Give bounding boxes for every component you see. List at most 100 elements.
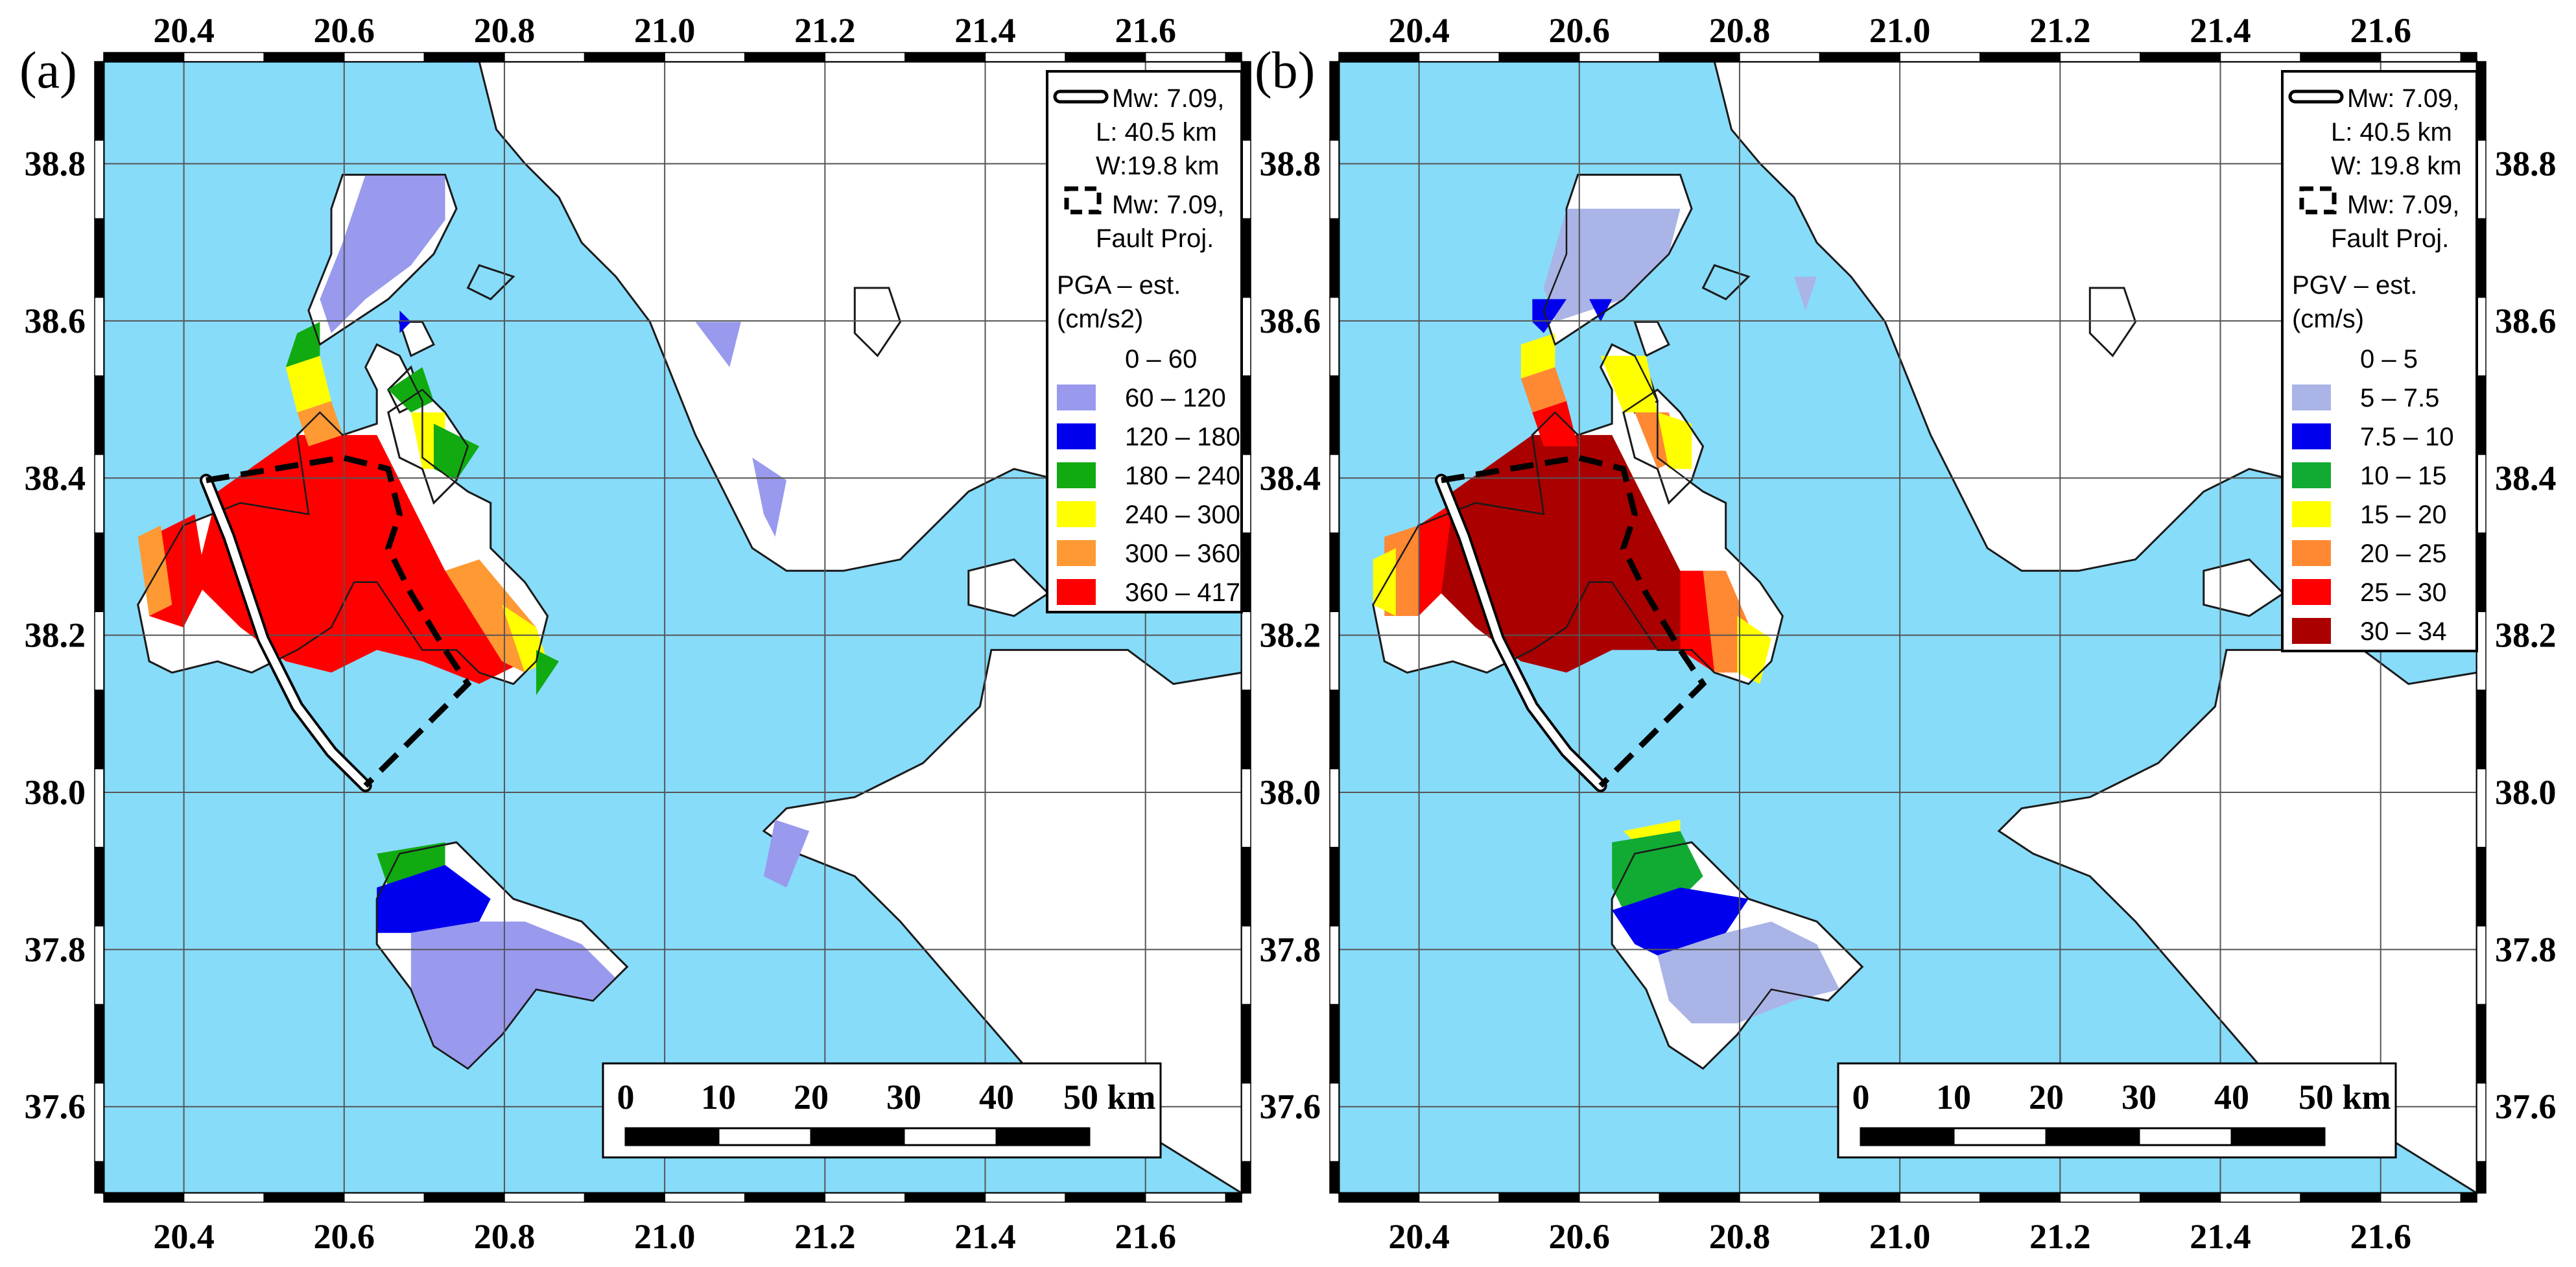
legend-proj-text: Fault Proj. (2331, 224, 2449, 253)
scale-bar-label: 20 (794, 1078, 829, 1117)
frame-tick (2476, 925, 2487, 1005)
frame-tick (1144, 52, 1227, 62)
frame-tick (2476, 532, 2487, 613)
frame-tick (2476, 375, 2487, 455)
land-area (2088, 287, 2137, 358)
frame-tick (2476, 689, 2487, 770)
frame-tick (1338, 52, 1420, 62)
hazard-zone (137, 525, 172, 616)
fault-trace (1437, 476, 1605, 790)
frame-tick (2300, 52, 2381, 62)
legend-swatch (2292, 579, 2331, 605)
lon-tick-label: 21.4 (954, 11, 1016, 50)
legend-parameter-title: (cm/s2) (1057, 305, 1143, 333)
hazard-zone (1543, 208, 1681, 322)
coastline (307, 174, 458, 346)
hazard-zone (1532, 299, 1566, 333)
frame-tick (1899, 52, 1981, 62)
frame-tick (1241, 61, 1251, 141)
scale-bar-segment (2045, 1127, 2140, 1146)
frame-tick (1418, 1192, 1500, 1203)
hazard-zone (434, 423, 480, 480)
legend-fault-text: Mw: 7.09, (2347, 84, 2459, 113)
frame-tick (423, 1192, 505, 1203)
frame-tick (1241, 1004, 1251, 1084)
frame-tick (2476, 847, 2487, 927)
frame-tick (1498, 1192, 1580, 1203)
frame-tick (2476, 296, 2487, 377)
frame-tick (1329, 454, 1340, 534)
legend-class-label: 25 – 30 (2360, 578, 2446, 607)
legend-swatch (2292, 385, 2331, 410)
hazard-zone (763, 820, 810, 888)
legend-fault-text: W:19.8 km (1096, 152, 1219, 180)
lat-tick-label: 38.0 (2495, 773, 2557, 812)
coastline (1622, 388, 1704, 504)
fault-projection-symbol (2299, 186, 2337, 215)
frame-tick (1225, 1192, 1242, 1203)
frame-tick (2059, 1192, 2141, 1203)
scale-bar-segment (2138, 1127, 2233, 1146)
hazard-zone (1794, 276, 1817, 311)
legend-parameter-title: PGV – est. (2292, 271, 2417, 300)
scale-bar-segment (1860, 1127, 1955, 1146)
legend-class-label: 60 – 120 (1125, 384, 1226, 412)
map-panel: 20.4 20.4 20.6 20.6 20.8 20.8 21.0 21.0 21.2 21.2… (19, 11, 1251, 1256)
hazard-zone (377, 842, 445, 888)
lon-tick-label: 21.2 (794, 1217, 856, 1256)
frame-tick (1241, 847, 1251, 927)
legend-class-label: 30 – 34 (2360, 617, 2446, 646)
frame-tick (2380, 1192, 2462, 1203)
lon-tick-label: 21.0 (1869, 1217, 1931, 1256)
scale-bar-label: 10 (1936, 1078, 1971, 1117)
scale-bar-segment (2230, 1127, 2326, 1146)
frame-tick (1241, 218, 1251, 298)
coastline (1611, 841, 1864, 1070)
fault-projection-symbol (1064, 186, 1102, 215)
lon-tick-label: 21.0 (1869, 11, 1931, 50)
frame-tick (1241, 611, 1251, 691)
frame-tick (263, 1192, 345, 1203)
lon-tick-label: 20.6 (1549, 1217, 1611, 1256)
legend-swatch (1057, 540, 1096, 566)
frame-tick (94, 296, 104, 377)
frame-tick (94, 375, 104, 455)
island (1633, 320, 1670, 357)
lagoon (466, 264, 515, 301)
frame-tick (94, 61, 104, 141)
frame-tick (1498, 52, 1580, 62)
legend: Mw: 7.09, L: 40.5 km W:19.8 km Mw: 7.09, Fau… (1046, 70, 1243, 613)
hazard-zone (1520, 333, 1555, 379)
frame-tick (183, 52, 265, 62)
lon-tick-label: 21.0 (634, 11, 696, 50)
frame-tick (263, 52, 345, 62)
frame-tick (744, 1192, 826, 1203)
scale-bar-segment (624, 1127, 720, 1146)
frame-tick (1739, 52, 1821, 62)
hazard-zone (695, 322, 741, 368)
legend-fault-text: L: 40.5 km (2331, 118, 2452, 147)
panel-label: (a) (19, 42, 77, 99)
lat-tick-label: 37.8 (1260, 930, 1321, 969)
frame-tick (1739, 1192, 1821, 1203)
coastline (137, 343, 549, 685)
frame-tick (1241, 768, 1251, 848)
hazard-zone (285, 322, 320, 368)
legend-proj-text: Mw: 7.09, (2347, 191, 2459, 219)
frame-tick (94, 218, 104, 298)
frame-tick (2476, 218, 2487, 298)
lat-tick-label: 37.6 (1260, 1087, 1321, 1126)
lon-tick-label: 21.4 (2190, 1217, 2251, 1256)
frame-tick (1241, 454, 1251, 534)
frame-tick (94, 454, 104, 534)
lon-tick-label: 21.6 (2350, 1217, 2411, 1256)
frame-tick (1241, 375, 1251, 455)
frame-tick (984, 1192, 1066, 1203)
frame-tick (1819, 1192, 1900, 1203)
frame-tick (824, 52, 906, 62)
lon-tick-label: 21.2 (2029, 11, 2091, 50)
hazard-zone (445, 559, 536, 673)
lat-tick-label: 38.8 (25, 145, 86, 184)
frame-tick (744, 52, 826, 62)
legend-fault-text: W: 19.8 km (2331, 152, 2462, 180)
